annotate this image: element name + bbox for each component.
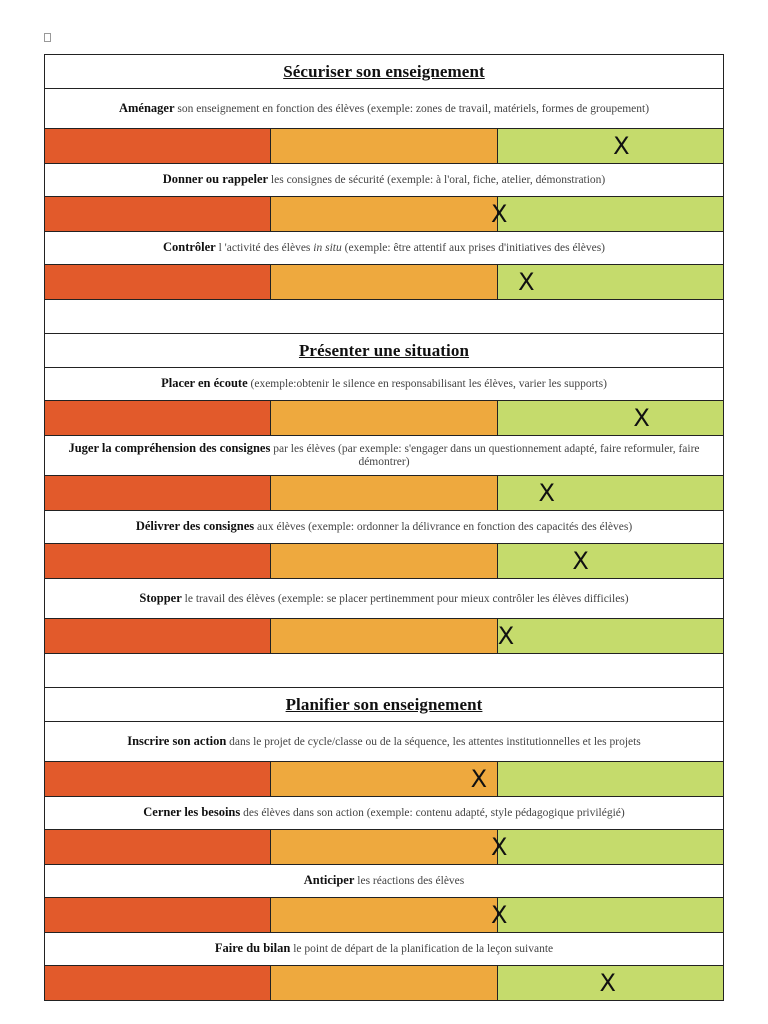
rating-high-cell[interactable] bbox=[498, 476, 723, 510]
rating-low-cell[interactable] bbox=[45, 197, 271, 231]
criterion-key: Contrôler bbox=[162, 240, 216, 254]
section-title: Présenter une situation bbox=[45, 334, 723, 368]
criterion-key: Anticiper bbox=[303, 873, 355, 887]
criterion-description: aux élèves (exemple: ordonner la délivra… bbox=[254, 521, 633, 533]
criterion-key: Inscrire son action bbox=[127, 733, 227, 748]
rating-low-cell[interactable] bbox=[45, 476, 271, 510]
rating-scale: X bbox=[45, 476, 723, 511]
rating-low-cell[interactable] bbox=[45, 401, 271, 435]
rating-scale: X bbox=[45, 966, 723, 1001]
rating-high-cell[interactable] bbox=[498, 762, 723, 796]
criterion-donner-ou-rappeler: Donner ou rappeler les consignes de sécu… bbox=[45, 164, 723, 197]
rating-high-cell[interactable] bbox=[498, 197, 723, 231]
criterion-key: Délivrer des consignes bbox=[135, 519, 255, 533]
criterion-key: Aménager bbox=[118, 100, 175, 115]
evaluation-grid: Sécuriser son enseignement Aménager son e… bbox=[44, 54, 724, 1001]
criterion-delivrer-des-consignes: Délivrer des consignes aux élèves (exemp… bbox=[45, 511, 723, 544]
section-spacer bbox=[45, 300, 723, 334]
rating-mark-x: X bbox=[633, 404, 650, 432]
section-title: Planifier son enseignement bbox=[45, 688, 723, 722]
rating-low-cell[interactable] bbox=[45, 966, 271, 1000]
rating-mid-cell[interactable] bbox=[271, 265, 498, 299]
rating-high-cell[interactable] bbox=[498, 401, 723, 435]
section-spacer bbox=[45, 654, 723, 688]
criterion-controler: Contrôler l 'activité des élèves in situ… bbox=[45, 232, 723, 265]
criterion-anticiper: Anticiper les réactions des élèves bbox=[45, 865, 723, 898]
rating-mark-x: X bbox=[491, 833, 508, 861]
rating-mark-x: X bbox=[518, 268, 535, 296]
rating-mid-cell[interactable] bbox=[271, 830, 498, 864]
rating-mid-cell[interactable] bbox=[271, 129, 498, 163]
criterion-key: Faire du bilan bbox=[214, 941, 291, 955]
rating-low-cell[interactable] bbox=[45, 762, 271, 796]
criterion-description: son enseignement en fonction des élèves … bbox=[174, 102, 650, 115]
criterion-amenager: Aménager son enseignement en fonction de… bbox=[45, 89, 723, 129]
criterion-key: Donner ou rappeler bbox=[162, 172, 269, 186]
rating-high-cell[interactable] bbox=[498, 966, 723, 1000]
rating-mid-cell[interactable] bbox=[271, 619, 498, 653]
rating-low-cell[interactable] bbox=[45, 544, 271, 578]
rating-scale: X bbox=[45, 762, 723, 797]
rating-mark-x: X bbox=[491, 200, 508, 228]
criterion-inscrire-son-action: Inscrire son action dans le projet de cy… bbox=[45, 722, 723, 762]
rating-mid-cell[interactable] bbox=[271, 197, 498, 231]
criterion-key: Stopper bbox=[139, 590, 182, 605]
rating-high-cell[interactable] bbox=[498, 544, 723, 578]
rating-low-cell[interactable] bbox=[45, 898, 271, 932]
rating-scale: X bbox=[45, 265, 723, 300]
rating-mark-x: X bbox=[491, 901, 508, 929]
rating-mark-x: X bbox=[613, 132, 630, 160]
rating-mark-x: X bbox=[538, 479, 555, 507]
rating-mark-x: X bbox=[497, 622, 515, 650]
criterion-description: le travail des élèves (exemple: se place… bbox=[181, 592, 629, 605]
rating-scale: X bbox=[45, 401, 723, 436]
rating-scale: X bbox=[45, 830, 723, 865]
criterion-description: par les élèves (par exemple: s'engager d… bbox=[270, 443, 700, 468]
rating-mid-cell[interactable] bbox=[271, 762, 498, 796]
rating-low-cell[interactable] bbox=[45, 129, 271, 163]
criterion-description: des élèves dans son action (exemple: con… bbox=[240, 807, 625, 819]
rating-low-cell[interactable] bbox=[45, 265, 271, 299]
rating-scale: X bbox=[45, 544, 723, 579]
rating-low-cell[interactable] bbox=[45, 619, 271, 653]
rating-high-cell[interactable] bbox=[498, 619, 723, 653]
criterion-stopper: Stopper le travail des élèves (exemple: … bbox=[45, 579, 723, 619]
rating-scale: X bbox=[45, 898, 723, 933]
corner-mark bbox=[44, 33, 51, 42]
rating-high-cell[interactable] bbox=[498, 830, 723, 864]
rating-scale: X bbox=[45, 197, 723, 232]
criterion-juger-la-comprehension-des-consignes: Juger la compréhension des consignes par… bbox=[45, 436, 723, 476]
rating-mid-cell[interactable] bbox=[271, 966, 498, 1000]
criterion-key: Juger la compréhension des consignes bbox=[68, 441, 271, 455]
criterion-faire-du-bilan: Faire du bilan le point de départ de la … bbox=[45, 933, 723, 966]
rating-scale: X bbox=[45, 619, 723, 654]
criterion-key: Placer en écoute bbox=[161, 376, 248, 390]
rating-high-cell[interactable] bbox=[498, 898, 723, 932]
rating-mid-cell[interactable] bbox=[271, 401, 498, 435]
rating-mid-cell[interactable] bbox=[271, 476, 498, 510]
criterion-description: le point de départ de la planification d… bbox=[290, 943, 554, 955]
rating-mark-x: X bbox=[572, 547, 589, 575]
rating-mid-cell[interactable] bbox=[271, 898, 498, 932]
rating-mid-cell[interactable] bbox=[271, 544, 498, 578]
criterion-key: Cerner les besoins bbox=[143, 805, 241, 819]
rating-low-cell[interactable] bbox=[45, 830, 271, 864]
rating-high-cell[interactable] bbox=[498, 129, 723, 163]
criterion-description: les consignes de sécurité (exemple: à l'… bbox=[268, 174, 606, 186]
rating-mark-x: X bbox=[599, 969, 616, 997]
criterion-cerner-les-besoins: Cerner les besoins des élèves dans son a… bbox=[45, 797, 723, 830]
criterion-description: dans le projet de cycle/classe ou de la … bbox=[226, 735, 641, 748]
section-title: Sécuriser son enseignement bbox=[45, 55, 723, 89]
criterion-description: les réactions des élèves bbox=[354, 875, 465, 887]
criterion-description: l 'activité des élèves in situ (exemple:… bbox=[215, 242, 606, 254]
criterion-description: (exemple:obtenir le silence en responsab… bbox=[247, 378, 607, 390]
criterion-placer-en-ecoute: Placer en écoute (exemple:obtenir le sil… bbox=[45, 368, 723, 401]
rating-high-cell[interactable] bbox=[498, 265, 723, 299]
rating-scale: X bbox=[45, 129, 723, 164]
rating-mark-x: X bbox=[470, 765, 488, 793]
